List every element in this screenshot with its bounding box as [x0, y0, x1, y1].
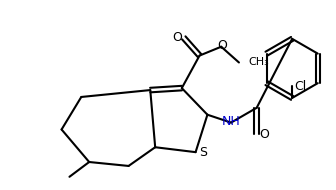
- Text: S: S: [200, 146, 207, 159]
- Text: O: O: [217, 39, 227, 52]
- Text: O: O: [172, 31, 182, 44]
- Text: Cl: Cl: [294, 80, 306, 93]
- Text: NH: NH: [222, 115, 241, 128]
- Text: CH₃: CH₃: [249, 58, 269, 67]
- Text: O: O: [260, 128, 269, 141]
